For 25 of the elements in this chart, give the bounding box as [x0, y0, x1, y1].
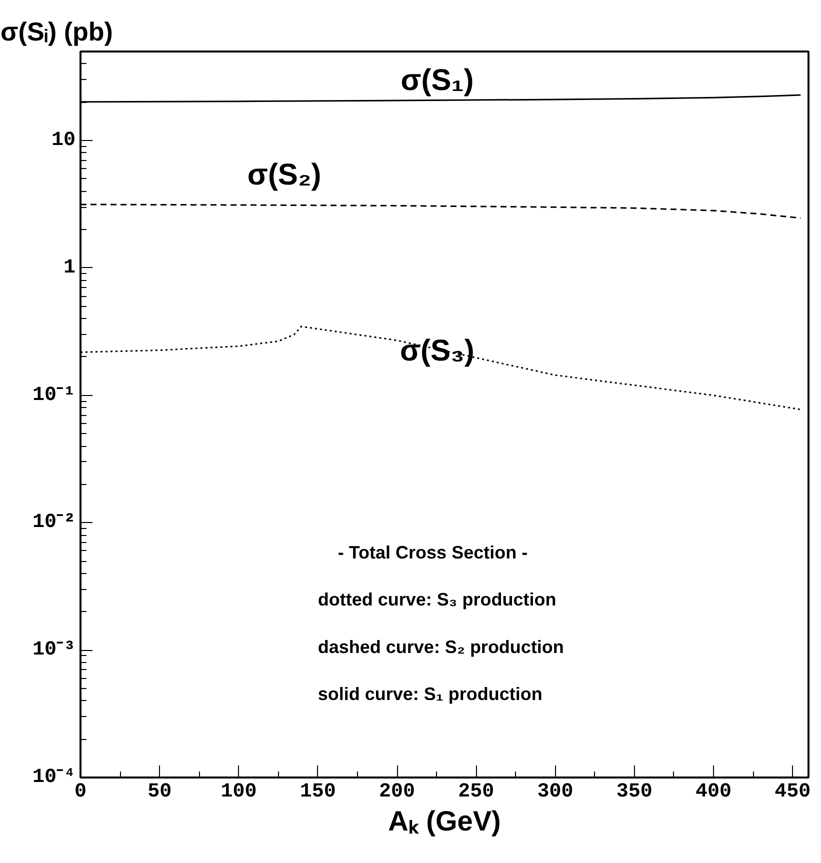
x-tick-label: 150 [300, 780, 336, 804]
x-tick-label: 0 [74, 780, 87, 804]
y-tick-label: 10 [51, 129, 76, 152]
x-tick-label: 300 [537, 780, 574, 804]
y-tick-label: 10⁻⁴ [32, 766, 76, 789]
y-tick-label: 10⁻² [32, 511, 76, 534]
x-tick-label: 350 [616, 780, 652, 804]
y-tick-label: 1 [64, 256, 76, 280]
annotation: dashed curve: S₂ production [318, 636, 564, 657]
y-tick-label: 10⁻³ [32, 638, 76, 662]
x-tick-label: 50 [148, 780, 172, 804]
x-tick-label: 200 [379, 780, 416, 804]
series-label: σ(S₃) [400, 334, 474, 368]
series-label: σ(S₂) [247, 158, 322, 192]
x-axis-title: Aₖ (GeV) [388, 806, 501, 836]
series-label: σ(S₁) [400, 64, 474, 97]
annotation: - Total Cross Section - [338, 542, 528, 562]
annotation: dotted curve: S₃ production [318, 590, 556, 610]
y-axis-title: σ(Sᵢ) (pb) [0, 16, 113, 46]
x-tick-label: 250 [458, 780, 494, 804]
x-tick-label: 450 [774, 780, 811, 804]
x-tick-label: 100 [220, 780, 257, 804]
y-tick-label: 10⁻¹ [32, 384, 76, 407]
x-tick-label: 400 [696, 780, 732, 804]
annotation: solid curve: S₁ production [318, 684, 542, 704]
